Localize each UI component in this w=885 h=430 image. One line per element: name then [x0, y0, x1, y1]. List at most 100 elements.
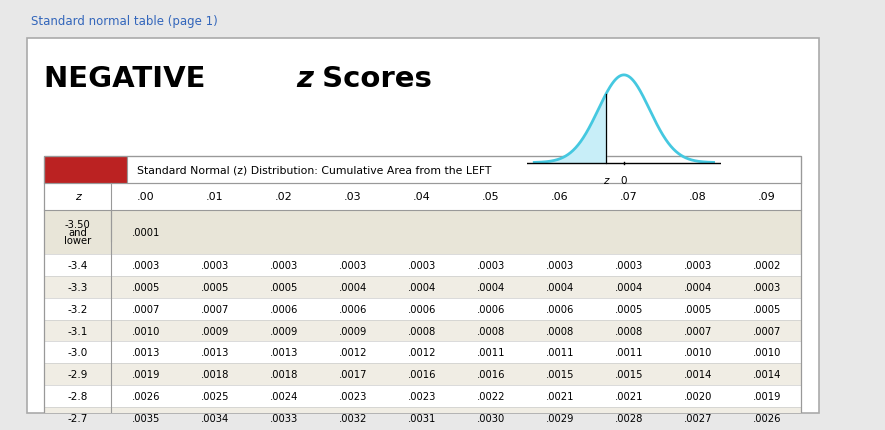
Text: .0008: .0008 — [546, 326, 573, 336]
Text: .0006: .0006 — [408, 304, 436, 314]
Text: .0005: .0005 — [752, 304, 781, 314]
Text: .0011: .0011 — [614, 347, 643, 357]
Text: .0015: .0015 — [545, 369, 574, 379]
Text: .0016: .0016 — [407, 369, 436, 379]
Text: .0019: .0019 — [752, 391, 781, 401]
Bar — [44, 363, 801, 385]
Text: .0003: .0003 — [614, 261, 643, 271]
Bar — [44, 184, 801, 210]
Text: .00: .00 — [137, 192, 155, 202]
Bar — [44, 407, 801, 428]
Text: -3.4: -3.4 — [67, 261, 88, 271]
Text: .0009: .0009 — [339, 326, 367, 336]
Text: .0004: .0004 — [477, 283, 504, 292]
Text: .0002: .0002 — [752, 261, 781, 271]
Text: .0032: .0032 — [339, 413, 367, 423]
Text: .0035: .0035 — [132, 413, 160, 423]
Text: and: and — [68, 227, 87, 238]
Bar — [44, 210, 801, 255]
Text: .0005: .0005 — [614, 304, 643, 314]
Text: .0023: .0023 — [339, 391, 367, 401]
Text: Standard Normal (z) Distribution: Cumulative Area from the LEFT: Standard Normal (z) Distribution: Cumula… — [136, 165, 491, 175]
Text: -3.2: -3.2 — [67, 304, 88, 314]
Text: -3.1: -3.1 — [67, 326, 88, 336]
Text: .04: .04 — [413, 192, 431, 202]
Bar — [44, 385, 801, 407]
Text: .0006: .0006 — [270, 304, 298, 314]
Text: .0003: .0003 — [270, 261, 298, 271]
Text: .0011: .0011 — [476, 347, 505, 357]
Text: .0015: .0015 — [614, 369, 643, 379]
Text: .01: .01 — [206, 192, 224, 202]
Text: .0008: .0008 — [614, 326, 643, 336]
Text: .0018: .0018 — [201, 369, 229, 379]
Text: .0017: .0017 — [339, 369, 367, 379]
Text: .06: .06 — [551, 192, 568, 202]
Text: 0: 0 — [620, 175, 627, 185]
Text: .0031: .0031 — [408, 413, 436, 423]
Text: .0010: .0010 — [752, 347, 781, 357]
Text: Standard normal table (page 1): Standard normal table (page 1) — [31, 15, 218, 28]
Text: -3.3: -3.3 — [67, 283, 88, 292]
Text: .0003: .0003 — [132, 261, 160, 271]
Text: .0003: .0003 — [201, 261, 229, 271]
Text: .0004: .0004 — [683, 283, 712, 292]
Text: .0034: .0034 — [201, 413, 229, 423]
Text: .09: .09 — [758, 192, 775, 202]
Text: .0012: .0012 — [339, 347, 367, 357]
Text: NEGATIVE: NEGATIVE — [44, 65, 216, 93]
Text: .0004: .0004 — [339, 283, 367, 292]
Text: .0025: .0025 — [201, 391, 229, 401]
Text: z: z — [74, 192, 81, 202]
Text: lower: lower — [64, 235, 91, 246]
Text: z: z — [604, 175, 609, 185]
Text: .0026: .0026 — [752, 413, 781, 423]
Text: .0004: .0004 — [614, 283, 643, 292]
Text: .0005: .0005 — [683, 304, 712, 314]
Text: .0005: .0005 — [132, 283, 160, 292]
Text: -3.50: -3.50 — [65, 220, 90, 230]
Text: -2.9: -2.9 — [67, 369, 88, 379]
Text: .0003: .0003 — [408, 261, 436, 271]
Bar — [44, 157, 127, 184]
Text: .0003: .0003 — [683, 261, 712, 271]
Bar — [44, 298, 801, 320]
Text: .0003: .0003 — [339, 261, 367, 271]
Text: .0006: .0006 — [476, 304, 505, 314]
Text: .0003: .0003 — [752, 283, 781, 292]
Text: .03: .03 — [344, 192, 362, 202]
Text: .0006: .0006 — [339, 304, 367, 314]
Text: .07: .07 — [620, 192, 637, 202]
Bar — [44, 255, 801, 276]
Text: .0001: .0001 — [132, 227, 160, 238]
Text: .0012: .0012 — [407, 347, 436, 357]
Text: .0008: .0008 — [408, 326, 436, 336]
Text: .0008: .0008 — [477, 326, 504, 336]
Bar — [44, 276, 801, 298]
Text: Scores: Scores — [312, 65, 432, 93]
Text: .0023: .0023 — [408, 391, 436, 401]
Text: .0019: .0019 — [132, 369, 160, 379]
Text: .0020: .0020 — [683, 391, 712, 401]
Text: .02: .02 — [275, 192, 293, 202]
Text: .0021: .0021 — [614, 391, 643, 401]
Bar — [44, 320, 801, 342]
Bar — [44, 342, 801, 363]
Text: .0006: .0006 — [545, 304, 574, 314]
Text: .0027: .0027 — [683, 413, 712, 423]
Text: .0003: .0003 — [477, 261, 504, 271]
Text: .08: .08 — [689, 192, 706, 202]
Text: .0013: .0013 — [270, 347, 298, 357]
Text: .0010: .0010 — [132, 326, 160, 336]
Text: .0009: .0009 — [201, 326, 229, 336]
Text: .05: .05 — [482, 192, 499, 202]
Text: .0033: .0033 — [270, 413, 298, 423]
Text: .0005: .0005 — [270, 283, 298, 292]
Text: .0004: .0004 — [408, 283, 436, 292]
Text: .0029: .0029 — [545, 413, 574, 423]
Text: .0007: .0007 — [201, 304, 229, 314]
Text: .0030: .0030 — [477, 413, 504, 423]
Text: .0013: .0013 — [201, 347, 229, 357]
Text: .0011: .0011 — [545, 347, 574, 357]
Text: .0007: .0007 — [132, 304, 160, 314]
